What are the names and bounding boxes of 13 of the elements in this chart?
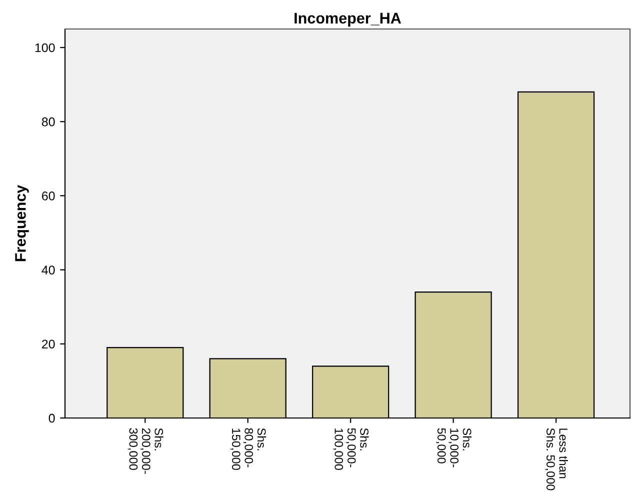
x-tick-label: Shs. 80,000- 150,000 (230, 428, 266, 470)
y-tick-label: 0 (48, 414, 55, 423)
x-tick-label: Shs. 10,000- 50,000 (436, 428, 472, 468)
y-axis-title: Frequency (15, 184, 29, 262)
y-tick-label: 100 (35, 43, 55, 52)
x-tick-label: Shs. 50,000- 100,000 (333, 428, 369, 470)
y-tick-label: 40 (42, 266, 55, 274)
x-tick-label: Shs. 200,000- 300,000 (128, 428, 164, 474)
chart-title: Incomeper_HA (294, 12, 402, 27)
y-tick-label: 80 (42, 117, 55, 126)
y-tick-label: 60 (42, 192, 55, 200)
y-tick-label: 20 (42, 340, 55, 349)
x-tick-label: Less than Shs. 50,000 (545, 428, 568, 490)
